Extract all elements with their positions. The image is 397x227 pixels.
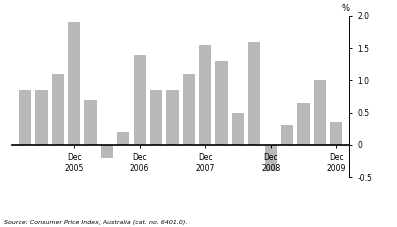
Bar <box>183 74 195 145</box>
Bar <box>314 80 326 145</box>
Bar <box>281 126 293 145</box>
Bar <box>133 54 146 145</box>
Text: Source: Consumer Price Index, Australia (cat. no. 6401.0).: Source: Consumer Price Index, Australia … <box>4 220 187 225</box>
Bar <box>248 42 260 145</box>
Bar <box>232 113 244 145</box>
Bar <box>297 103 310 145</box>
Bar <box>330 122 342 145</box>
Bar <box>264 145 277 171</box>
Bar <box>150 90 162 145</box>
Bar <box>216 61 228 145</box>
Bar <box>166 90 179 145</box>
Bar <box>117 132 129 145</box>
Bar <box>19 90 31 145</box>
Bar <box>85 100 97 145</box>
Bar <box>199 45 211 145</box>
Bar <box>52 74 64 145</box>
Text: %: % <box>341 4 349 13</box>
Bar <box>35 90 48 145</box>
Bar <box>101 145 113 158</box>
Bar <box>68 22 80 145</box>
